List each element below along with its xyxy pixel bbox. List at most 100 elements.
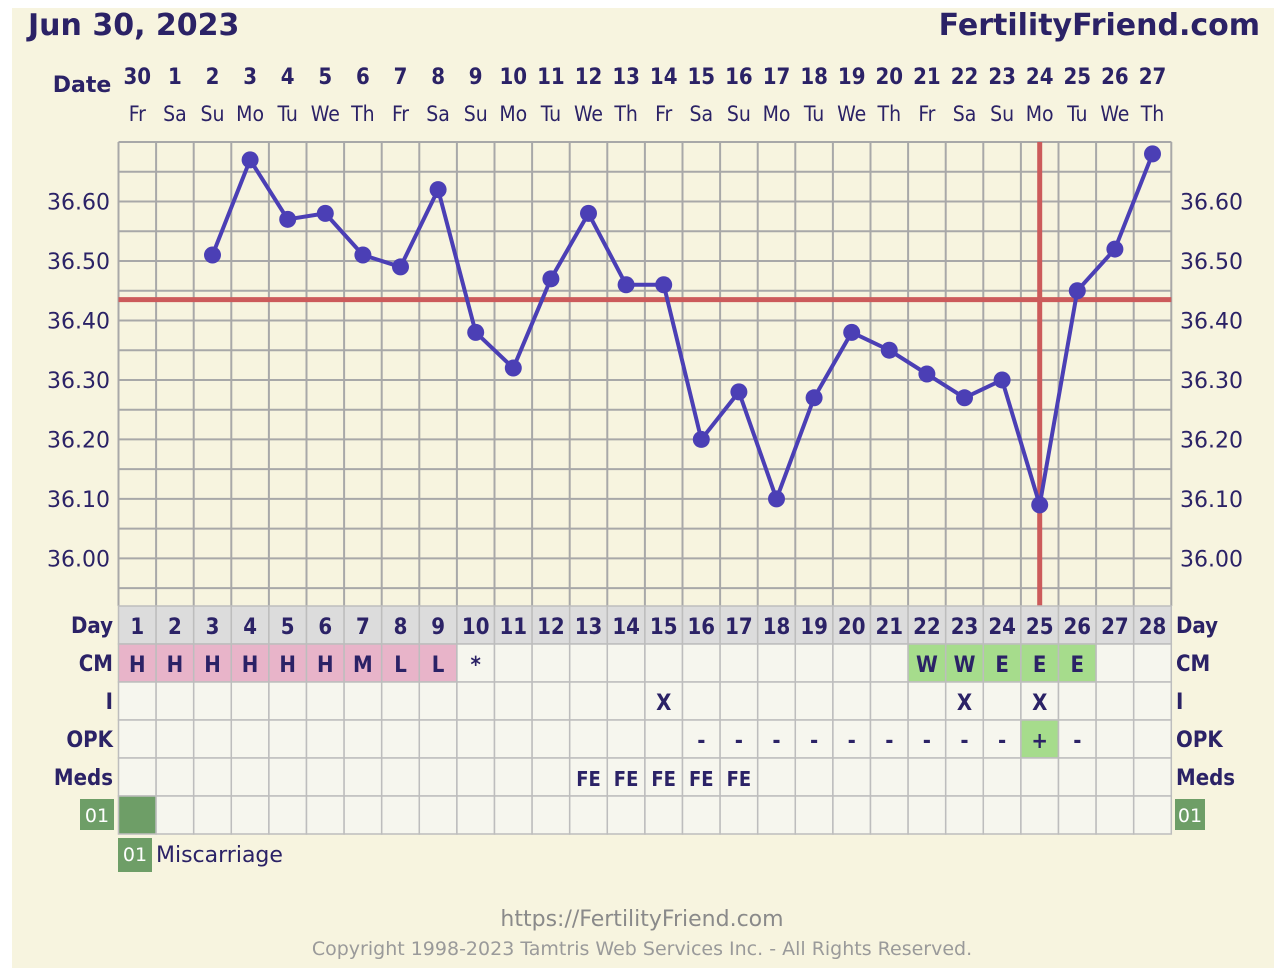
row-cell-cm: [155, 643, 195, 683]
row-cell-cm: [1020, 643, 1060, 683]
temperature-point: [429, 181, 447, 199]
row-cell-i: [155, 681, 195, 721]
row-label-opk-right: OPK: [1176, 728, 1223, 753]
row-value-day: 3: [206, 615, 220, 640]
weekday-label: Sa: [953, 102, 977, 126]
temperature-point: [768, 490, 785, 508]
row-value-opk: -: [697, 729, 705, 754]
row-cell-01: [756, 795, 797, 835]
date-label: 3: [243, 65, 257, 90]
weekday-label: Sa: [426, 102, 450, 126]
row-cell-meds: [531, 757, 571, 797]
date-label: 26: [1101, 65, 1129, 90]
date-label: 1: [168, 65, 182, 90]
row-cell-opk: [1132, 719, 1173, 759]
row-value-cm: E: [1071, 653, 1085, 678]
row-cell-opk: [305, 719, 345, 759]
row-cell-cm: [944, 643, 985, 683]
row-cell-opk: [230, 719, 270, 759]
date-label: 9: [469, 65, 483, 90]
row-value-day: 7: [356, 615, 370, 640]
row-cell-cm: [268, 643, 308, 683]
chart-date-title: Jun 30, 2023: [28, 8, 240, 43]
row-cell-meds: [305, 757, 345, 797]
row-cell-opk: [568, 719, 609, 759]
row-label-meds-left: Meds: [54, 766, 113, 791]
weekday-label: Mo: [1026, 102, 1054, 126]
row-cell-meds: [380, 757, 421, 797]
row-value-day: 2: [168, 615, 182, 640]
row-cell-01: [719, 795, 759, 835]
temperature-point: [843, 323, 861, 341]
temperature-point: [617, 276, 635, 294]
y-tick-label-right: 36.30: [1180, 369, 1243, 394]
row-value-day: 4: [243, 615, 257, 640]
temperature-point: [392, 258, 409, 276]
site-name: FertilityFriend.com: [938, 8, 1260, 43]
row-cell-01: [606, 795, 646, 835]
row-cell-i: [418, 681, 458, 721]
row-value-day: 11: [500, 615, 528, 640]
row-value-opk: -: [772, 729, 780, 754]
y-tick-label-left: 36.40: [47, 309, 110, 334]
row-cell-i: [192, 681, 233, 721]
temperature-point: [542, 270, 560, 288]
row-cell-01: [982, 795, 1022, 835]
row-label-day-right: Day: [1176, 614, 1218, 639]
row-cell-i: [681, 681, 721, 721]
row-cell-01: [1095, 795, 1135, 835]
row-cell-day: [982, 605, 1022, 645]
row-cell-i: [756, 681, 797, 721]
row-cell-day: [869, 605, 909, 645]
row-cell-i: [493, 681, 533, 721]
row-cell-01: [456, 795, 496, 835]
row-label-cm-left: CM: [79, 652, 113, 677]
row-cell-i: [982, 681, 1022, 721]
row-label-day-left: Day: [71, 614, 113, 639]
row-cell-meds: [794, 757, 834, 797]
row-cell-opk: [418, 719, 458, 759]
row-value-cm: H: [317, 653, 334, 678]
temperature-point: [655, 276, 673, 294]
temperature-point: [918, 365, 936, 383]
weekday-label: Th: [1140, 102, 1165, 126]
row-value-meds: FE: [576, 767, 601, 791]
row-value-day: 5: [281, 615, 295, 640]
row-cell-meds: [117, 757, 157, 797]
weekday-label: Sa: [163, 102, 187, 126]
row-label-meds-right: Meds: [1176, 766, 1235, 791]
row-cell-01: [944, 795, 985, 835]
row-cell-01: [907, 795, 947, 835]
row-cell-opk: [756, 719, 797, 759]
y-tick-label-right: 36.40: [1180, 309, 1243, 334]
row-value-i: X: [656, 691, 671, 716]
row-cell-01: [155, 795, 195, 835]
row-cell-i: [1020, 681, 1060, 721]
date-label: 6: [356, 65, 370, 90]
y-tick-label-right: 36.20: [1180, 428, 1243, 453]
row-value-meds: FE: [651, 767, 676, 791]
weekday-label: Mo: [499, 102, 527, 126]
row-label-01-right: 01: [1178, 805, 1202, 827]
date-label: 20: [876, 65, 904, 90]
row-cell-opk: [456, 719, 496, 759]
row-cell-cm: [568, 643, 609, 683]
date-label: 19: [838, 65, 866, 90]
row-value-day: 20: [838, 615, 866, 640]
row-cell-i: [531, 681, 571, 721]
row-value-day: 27: [1101, 615, 1129, 640]
row-cell-01: [568, 795, 609, 835]
row-value-day: 24: [988, 615, 1016, 640]
row-cell-cm: [719, 643, 759, 683]
row-cell-opk: [606, 719, 646, 759]
row-value-cm: M: [353, 653, 373, 678]
row-value-cm: L: [432, 653, 445, 678]
row-value-cm: H: [242, 653, 259, 678]
y-tick-label-left: 36.60: [47, 190, 110, 215]
weekday-label: We: [837, 102, 866, 126]
row-cell-01: [343, 795, 383, 835]
row-value-day: 18: [763, 615, 791, 640]
row-label-01-left: 01: [85, 805, 109, 827]
row-value-day: 16: [688, 615, 716, 640]
row-cell-i: [305, 681, 345, 721]
